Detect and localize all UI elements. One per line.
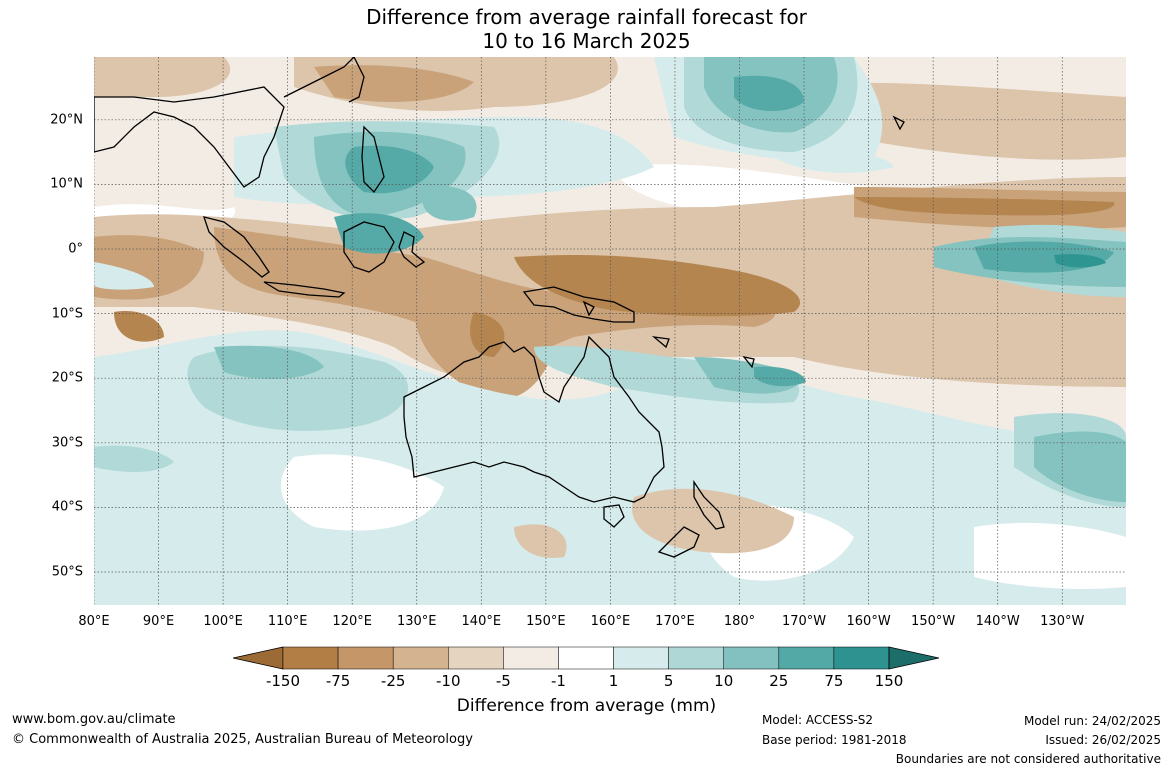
colorbar-tick-label: -25 [380,672,406,690]
model-name: Model: ACCESS-S2 [762,713,874,727]
latitude-label: 10°N [50,176,83,192]
colorbar-low-extend [233,646,284,670]
colorbar [233,646,939,670]
longitude-label: 100°E [203,614,243,629]
colorbar-tick-label: -75 [325,672,351,690]
colorbar-tick-label: 1 [608,672,619,690]
longitude-label: 150°W [911,614,956,629]
very-strong-wet-areas [1054,254,1106,268]
strong-dry-areas [114,197,1115,357]
colorbar-tick-label: -5 [495,672,511,690]
issued-date: Issued: 26/02/2025 [1045,733,1161,747]
colorbar-tick-label: 150 [874,672,904,690]
longitude-label: 80°E [78,614,110,629]
colorbar-segment [723,646,780,670]
colorbar-tick-label: -1 [550,672,566,690]
map-title-line1: Difference from average rainfall forecas… [366,5,807,29]
rainfall-anomaly-map [94,57,1126,605]
moderate-dry-areas [94,65,1126,400]
colorbar-segment [833,646,890,670]
colorbar-high-extend [888,646,939,670]
graticule [94,57,1126,605]
colorbar-segment [282,646,339,670]
map-title-line2: 10 to 16 March 2025 [482,29,691,53]
website-link[interactable]: www.bom.gov.au/climate [12,712,176,727]
longitude-label: 160°W [846,614,891,629]
base-period: Base period: 1981-2018 [762,733,907,747]
colorbar-segment [613,646,669,670]
longitude-label: 180° [723,614,756,629]
boundary-disclaimer: Boundaries are not considered authoritat… [895,752,1161,766]
longitude-label: 120°E [332,614,372,629]
colorbar-segment [778,646,835,670]
colorbar-tick-label: -10 [436,672,461,690]
colorbar-tick-label: -150 [265,672,301,690]
tasman-dry-area [514,488,794,558]
latitude-label: 50°S [51,564,83,580]
longitude-label: 130°E [396,614,437,629]
coastlines [94,57,905,558]
latitude-label: 10°S [51,306,83,322]
latitude-label: 40°S [51,499,83,515]
colorbar-segment [392,646,449,670]
longitude-label: 150°E [526,614,566,629]
colorbar-tick-label: 75 [824,672,844,690]
longitude-label: 170°E [655,614,695,629]
colorbar-segment [337,646,394,670]
copyright-text: © Commonwealth of Australia 2025, Austra… [12,732,473,747]
colorbar-tick-label: 10 [714,672,734,690]
longitude-label: 110°E [267,614,308,629]
colorbar-segment [503,646,559,670]
latitude-label: 0° [68,241,83,257]
longitude-label: 140°W [975,614,1020,629]
latitude-label: 20°S [51,370,83,386]
longitude-label: 140°E [461,614,502,629]
latitude-label: 20°N [50,112,83,128]
colorbar-segment [558,646,614,670]
longitude-label: 130°W [1040,614,1085,629]
colorbar-segment [668,646,724,670]
model-run-date: Model run: 24/02/2025 [1023,714,1161,728]
colorbar-label: Difference from average (mm) [456,696,717,716]
map-canvas [94,57,1126,605]
colorbar-segment [448,646,504,670]
colorbar-tick-label: 5 [663,672,674,690]
longitude-label: 160°E [590,614,631,629]
longitude-label: 90°E [142,614,175,629]
latitude-label: 30°S [51,435,83,451]
colorbar-tick-label: 25 [769,672,789,690]
longitude-label: 170°W [781,614,827,629]
